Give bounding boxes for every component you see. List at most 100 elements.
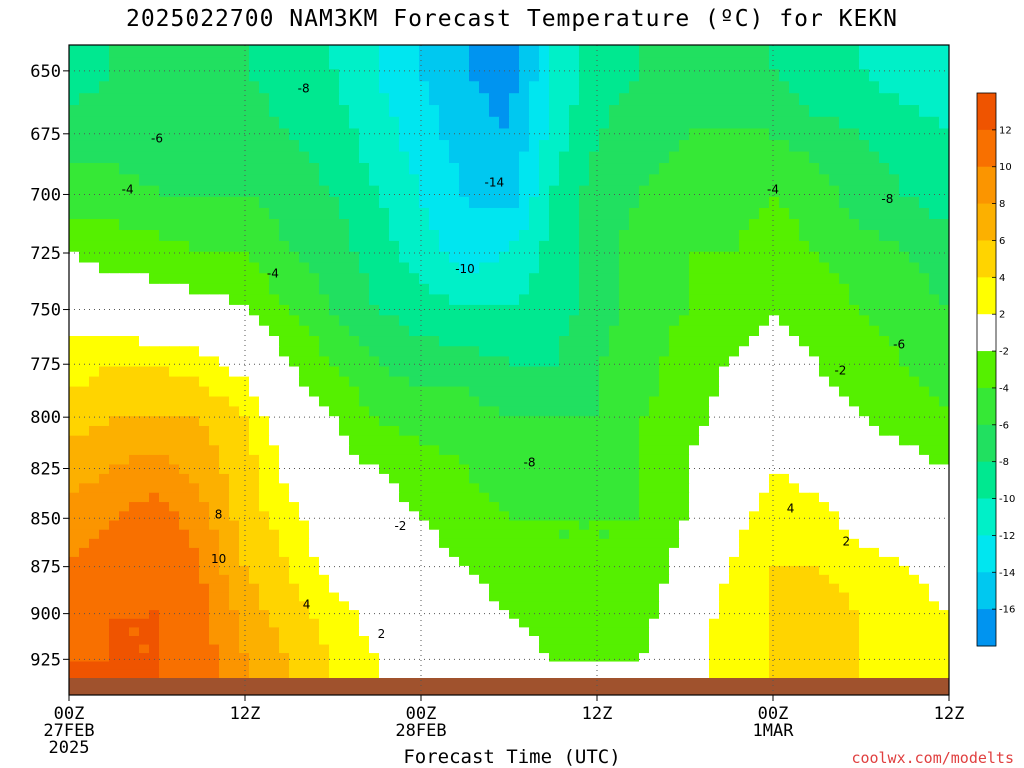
temperature-cell bbox=[499, 273, 510, 285]
temperature-cell bbox=[179, 57, 190, 70]
temperature-cell bbox=[649, 529, 660, 540]
temperature-cell bbox=[449, 583, 460, 594]
temperature-cell bbox=[309, 502, 320, 512]
temperature-cell bbox=[179, 565, 190, 576]
temperature-cell bbox=[669, 230, 680, 242]
temperature-cell bbox=[359, 483, 370, 494]
temperature-cell bbox=[929, 583, 940, 594]
temperature-cell bbox=[189, 128, 200, 141]
temperature-cell bbox=[199, 483, 210, 494]
temperature-cell bbox=[729, 610, 740, 620]
temperature-cell bbox=[609, 376, 620, 388]
temperature-cell bbox=[559, 207, 570, 220]
temperature-cell bbox=[309, 483, 320, 494]
temperature-cell bbox=[409, 240, 420, 253]
temperature-cell bbox=[549, 304, 560, 316]
temperature-cell bbox=[459, 445, 470, 456]
temperature-cell bbox=[659, 346, 670, 358]
temperature-cell bbox=[169, 618, 180, 628]
temperature-cell bbox=[819, 529, 830, 540]
temperature-cell bbox=[549, 240, 560, 253]
temperature-cell bbox=[369, 435, 380, 446]
temperature-cell bbox=[199, 574, 210, 585]
temperature-cell bbox=[739, 69, 750, 82]
temperature-cell bbox=[789, 386, 800, 398]
temperature-cell bbox=[939, 151, 949, 164]
temperature-cell bbox=[909, 406, 920, 417]
temperature-cell bbox=[849, 366, 860, 378]
temperature-cell bbox=[699, 406, 710, 417]
temperature-cell bbox=[889, 45, 900, 58]
temperature-cell bbox=[799, 583, 810, 594]
temperature-cell bbox=[809, 610, 820, 620]
temperature-cell bbox=[549, 538, 560, 549]
temperature-cell bbox=[439, 105, 450, 118]
temperature-cell bbox=[259, 464, 270, 475]
temperature-cell bbox=[349, 435, 360, 446]
temperature-cell bbox=[449, 565, 460, 576]
temperature-cell bbox=[459, 140, 470, 153]
temperature-cell bbox=[889, 483, 900, 494]
temperature-cell bbox=[399, 406, 410, 417]
temperature-cell bbox=[149, 464, 160, 475]
temperature-cell bbox=[519, 356, 530, 368]
temperature-cell bbox=[359, 592, 370, 602]
temperature-cell bbox=[169, 45, 180, 58]
temperature-cell bbox=[539, 416, 550, 427]
temperature-cell bbox=[369, 396, 380, 407]
temperature-cell bbox=[399, 416, 410, 427]
temperature-cell bbox=[739, 416, 750, 427]
temperature-cell bbox=[919, 207, 930, 220]
temperature-cell bbox=[479, 185, 490, 198]
temperature-cell bbox=[939, 140, 949, 153]
temperature-cell bbox=[549, 128, 560, 141]
temperature-cell bbox=[159, 376, 170, 388]
temperature-cell bbox=[939, 230, 949, 242]
temperature-cell bbox=[779, 366, 790, 378]
temperature-cell bbox=[699, 538, 710, 549]
temperature-cell bbox=[469, 262, 480, 274]
temperature-cell bbox=[199, 128, 210, 141]
temperature-cell bbox=[509, 502, 520, 512]
temperature-cell bbox=[669, 262, 680, 274]
temperature-cell bbox=[109, 366, 120, 378]
temperature-cell bbox=[429, 240, 440, 253]
temperature-cell bbox=[689, 483, 700, 494]
temperature-cell bbox=[739, 502, 750, 512]
temperature-cell bbox=[209, 538, 220, 549]
temperature-cell bbox=[599, 273, 610, 285]
temperature-cell bbox=[319, 207, 330, 220]
temperature-cell bbox=[229, 366, 240, 378]
temperature-cell bbox=[789, 565, 800, 576]
temperature-cell bbox=[689, 230, 700, 242]
temperature-cell bbox=[139, 273, 150, 285]
temperature-cell bbox=[409, 464, 420, 475]
temperature-cell bbox=[479, 396, 490, 407]
temperature-cell bbox=[509, 610, 520, 620]
temperature-cell bbox=[569, 565, 580, 576]
temperature-cell bbox=[359, 304, 370, 316]
temperature-cell bbox=[929, 483, 940, 494]
temperature-cell bbox=[119, 69, 130, 82]
temperature-cell bbox=[719, 610, 730, 620]
temperature-cell bbox=[359, 283, 370, 296]
temperature-cell bbox=[359, 464, 370, 475]
temperature-cell bbox=[519, 185, 530, 198]
temperature-cell bbox=[699, 416, 710, 427]
temperature-cell bbox=[509, 376, 520, 388]
temperature-cell bbox=[209, 315, 220, 327]
temperature-cell bbox=[219, 547, 230, 558]
temperature-cell bbox=[569, 454, 580, 466]
temperature-cell bbox=[869, 57, 880, 70]
temperature-cell bbox=[599, 520, 610, 531]
temperature-cell bbox=[559, 547, 570, 558]
temperature-cell bbox=[409, 547, 420, 558]
temperature-cell bbox=[769, 520, 780, 531]
temperature-cell bbox=[479, 45, 490, 58]
temperature-cell bbox=[489, 366, 500, 378]
temperature-cell bbox=[919, 574, 930, 585]
temperature-cell bbox=[799, 273, 810, 285]
temperature-cell bbox=[509, 105, 520, 118]
temperature-cell bbox=[199, 386, 210, 398]
temperature-cell bbox=[939, 464, 949, 475]
